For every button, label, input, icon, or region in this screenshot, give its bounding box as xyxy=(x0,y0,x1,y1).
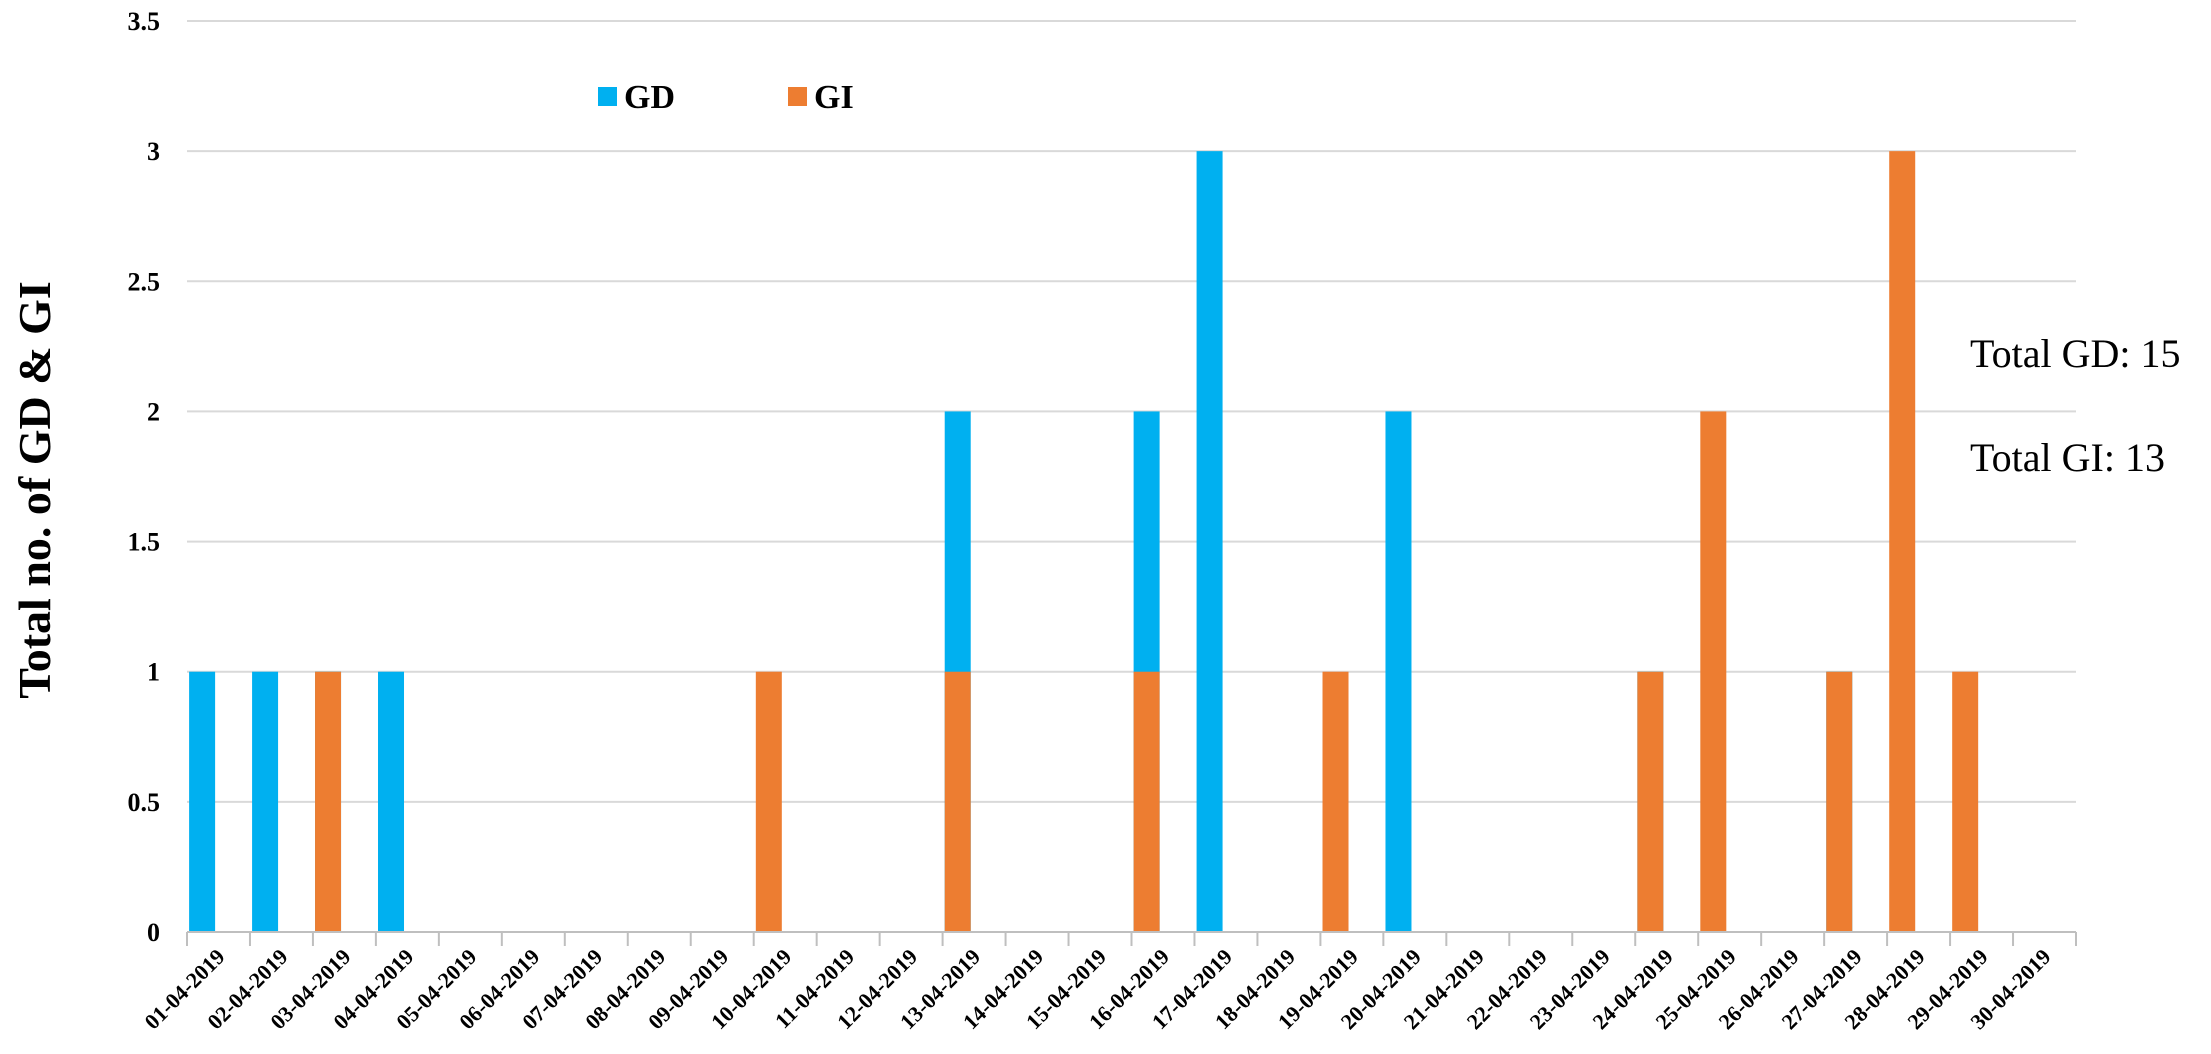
bar-gi xyxy=(1637,671,1664,932)
bar-gd xyxy=(1385,411,1412,932)
bar-gi xyxy=(1322,671,1349,932)
bar-gd xyxy=(189,671,216,932)
axes xyxy=(186,931,2077,946)
y-tick-label: 1.5 xyxy=(128,528,161,557)
bar-gd xyxy=(252,671,279,932)
bars xyxy=(189,151,1979,933)
bar-gi xyxy=(1133,671,1160,932)
annotation-total-gi: Total GI: 13 xyxy=(1970,435,2165,480)
bar-gi xyxy=(1826,671,1853,932)
x-tick-labels: 01-04-201902-04-201903-04-201904-04-2019… xyxy=(139,944,2055,1034)
y-tick-label: 0.5 xyxy=(128,788,161,817)
legend-label: GD xyxy=(624,79,675,116)
bar-gi xyxy=(944,671,971,932)
annotation-total-gd: Total GD: 15 xyxy=(1970,331,2181,376)
legend-swatch xyxy=(598,87,617,106)
y-tick-label: 3 xyxy=(147,137,160,166)
y-tick-label: 1 xyxy=(147,658,160,687)
bar-gd xyxy=(1196,151,1223,933)
y-tick-labels: 0 0.5 1 1.5 2 2.5 3 3.5 xyxy=(128,7,161,947)
y-axis-label: Total no. of GD & GI xyxy=(9,281,60,698)
gridlines xyxy=(187,20,2076,803)
legend-swatch xyxy=(788,87,807,106)
y-tick-label: 3.5 xyxy=(128,7,161,36)
bar-gd xyxy=(378,671,405,932)
bar-gi xyxy=(1952,671,1979,932)
legend: GD GI xyxy=(598,79,854,116)
y-tick-label: 0 xyxy=(147,918,160,947)
bar-gi xyxy=(1889,151,1916,933)
y-tick-label: 2.5 xyxy=(128,267,161,296)
legend-label: GI xyxy=(814,79,854,116)
bar-gi xyxy=(1700,411,1727,932)
y-tick-label: 2 xyxy=(147,397,160,426)
bar-gi xyxy=(315,671,342,932)
bar-gi xyxy=(755,671,782,932)
